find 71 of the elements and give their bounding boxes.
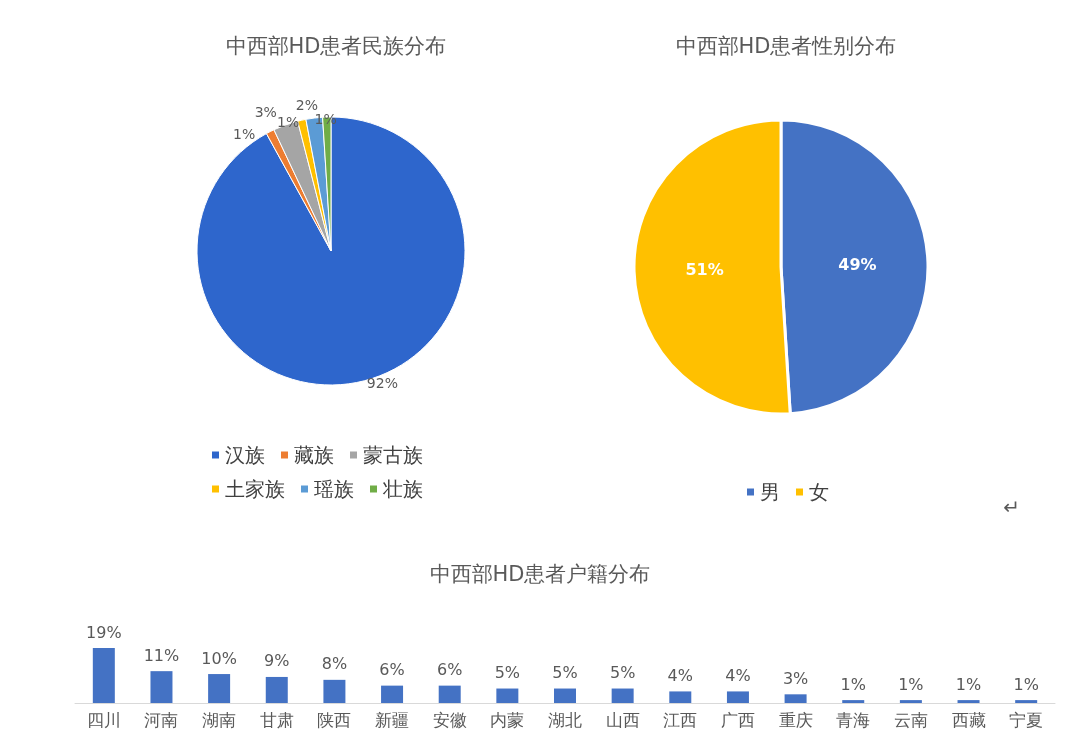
data-label: 1% [840,674,866,694]
bar [554,688,576,703]
bar [496,688,519,703]
x-tick-label: 新疆 [375,709,410,730]
data-label: 92% [366,374,398,391]
data-label: 1% [955,674,982,694]
x-tick-label: 重庆 [778,709,813,730]
legend-label: 女 [809,480,829,504]
x-tick-label: 山西 [605,709,640,730]
bar [381,685,404,703]
data-label: 3% [254,104,277,121]
x-tick-label: 江西 [663,709,698,730]
data-label: 1% [1013,674,1039,694]
data-label: 10% [201,648,237,668]
x-tick-label: 甘肃 [259,709,294,730]
data-label: 2% [295,97,318,114]
data-label: 1% [898,674,924,694]
bar [669,691,692,703]
bar [323,679,346,703]
data-label: 49% [838,255,877,275]
legend-label: 壮族 [382,477,423,501]
x-tick-label: 安徽 [432,709,467,730]
x-tick-label: 西藏 [951,709,986,730]
data-label: 5% [494,663,521,683]
legend-label: 蒙古族 [363,443,423,467]
bar [208,674,231,703]
data-label: 9% [264,651,290,671]
data-label: 5% [609,663,636,683]
bar [150,671,173,703]
bar [957,700,980,703]
legend-label: 男 [760,480,780,504]
bar [92,648,115,703]
x-tick-label: 湖北 [548,709,582,730]
x-tick-label: 陕西 [317,709,352,730]
x-tick-label: 青海 [836,709,871,730]
bar [1015,700,1038,703]
x-tick-label: 内蒙 [490,709,525,730]
bar [611,688,634,703]
x-tick-label: 四川 [86,709,121,730]
data-label: 1% [233,125,256,142]
data-label: 6% [437,660,463,680]
x-tick-label: 云南 [893,709,928,730]
data-label: 1% [314,111,337,128]
chart-title: 中西部HD患者性别分布 [675,33,897,58]
data-label: 1% [277,114,300,131]
bar [842,700,865,703]
x-tick-label: 广西 [720,709,755,730]
bar [899,700,922,703]
legend-label: 瑶族 [314,477,354,501]
data-label: 3% [782,668,809,688]
data-label: 6% [379,660,405,680]
data-label: 19% [86,622,122,642]
chart-title: 中西部HD患者户籍分布 [429,561,651,586]
data-label: 51% [685,259,724,279]
bar [726,691,749,703]
chart-title: 中西部HD患者民族分布 [225,33,447,58]
bar [784,694,807,703]
data-label: 11% [143,645,180,665]
data-label: 4% [725,665,751,685]
x-tick-label: 湖南 [202,709,237,730]
legend-label: 土家族 [225,477,285,501]
data-label: 8% [321,654,348,674]
x-tick-label: 宁夏 [1009,709,1044,730]
text: ↵ [1003,495,1021,519]
x-tick-label: 河南 [144,709,179,730]
bar [438,685,461,703]
data-label: 4% [667,665,693,685]
legend-label: 汉族 [225,443,265,467]
legend-label: 藏族 [294,443,334,467]
data-label: 5% [552,663,578,683]
bar [265,676,288,703]
